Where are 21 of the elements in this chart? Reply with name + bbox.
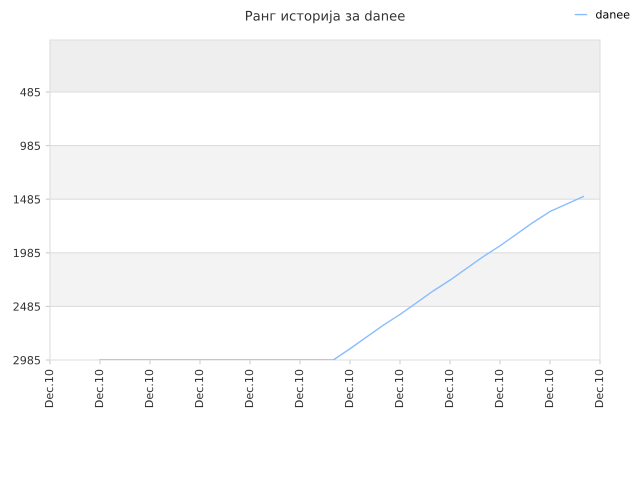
- x-tick-label: Dec.10: [494, 370, 504, 408]
- y-tick-label: 2985: [14, 356, 40, 364]
- y-tick-label: 985: [20, 142, 40, 150]
- x-tick-label: Dec.10: [294, 370, 304, 408]
- y-tick-label: 485: [20, 88, 40, 96]
- x-tick-label: Dec.10: [244, 370, 254, 408]
- x-tick-label: Dec.10: [544, 370, 554, 408]
- y-tick-label: 1985: [14, 248, 40, 258]
- x-tick-label: Dec.10: [44, 370, 54, 408]
- x-tick-label: Dec.10: [144, 370, 154, 408]
- y-tick-label: 2485: [14, 302, 40, 311]
- x-tick-label: Dec.10: [94, 370, 104, 408]
- chart-title: Ранг историја за danee: [246, 10, 405, 24]
- x-tick-label: Dec.10: [594, 370, 604, 408]
- x-tick-label: Dec.10: [394, 370, 404, 408]
- legend-label: danee: [596, 10, 630, 19]
- x-tick-label: Dec.10: [344, 370, 354, 408]
- x-tick-label: Dec.10: [194, 370, 204, 408]
- y-tick-label: 1485: [14, 195, 40, 204]
- line-series: [99, 196, 584, 360]
- x-tick-label: Dec.10: [444, 370, 454, 408]
